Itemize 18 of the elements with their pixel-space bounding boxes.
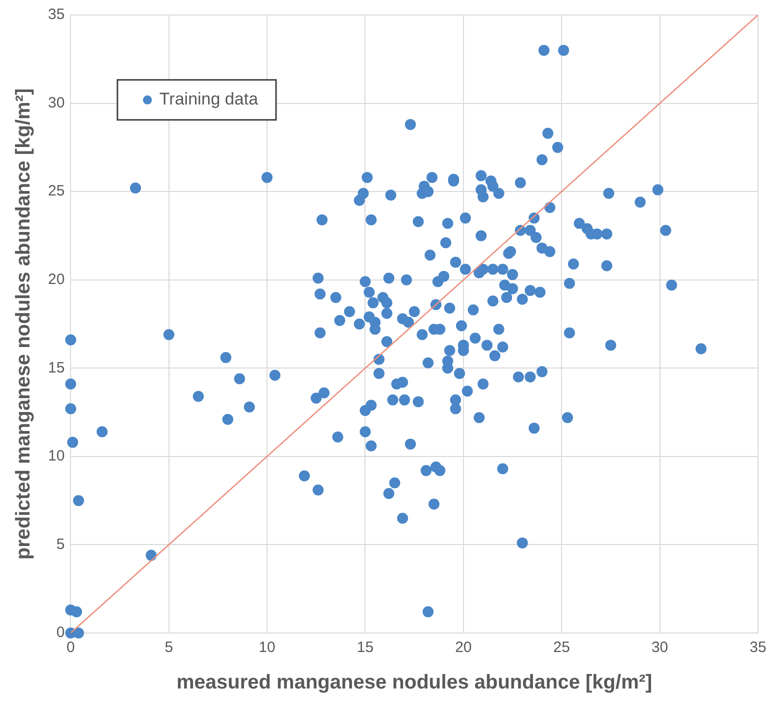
x-tick-label: 25 xyxy=(553,639,570,656)
y-tick-label: 0 xyxy=(56,624,65,642)
x-tick-label: 30 xyxy=(651,639,668,656)
x-tick-label: 10 xyxy=(258,639,276,656)
y-tick-label: 30 xyxy=(48,94,65,112)
y-tick-label: 10 xyxy=(48,448,65,465)
y-axis-title: predicted manganese nodules abundance [kg/m²] xyxy=(12,88,35,560)
x-tick-label: 35 xyxy=(750,639,766,656)
x-tick-label: 5 xyxy=(164,639,174,656)
y-tick-label: 25 xyxy=(48,182,65,200)
x-tick-label: 20 xyxy=(455,639,472,656)
x-axis-title: measured manganese nodules abundance [kg/m²] xyxy=(176,672,652,694)
y-tick-label: 20 xyxy=(48,271,65,288)
y-tick-label: 15 xyxy=(48,359,65,376)
y-tick-label: 35 xyxy=(48,6,65,24)
x-tick-label: 15 xyxy=(356,639,374,656)
legend-label: Training data xyxy=(159,90,259,109)
y-tick-label: 5 xyxy=(56,536,65,553)
